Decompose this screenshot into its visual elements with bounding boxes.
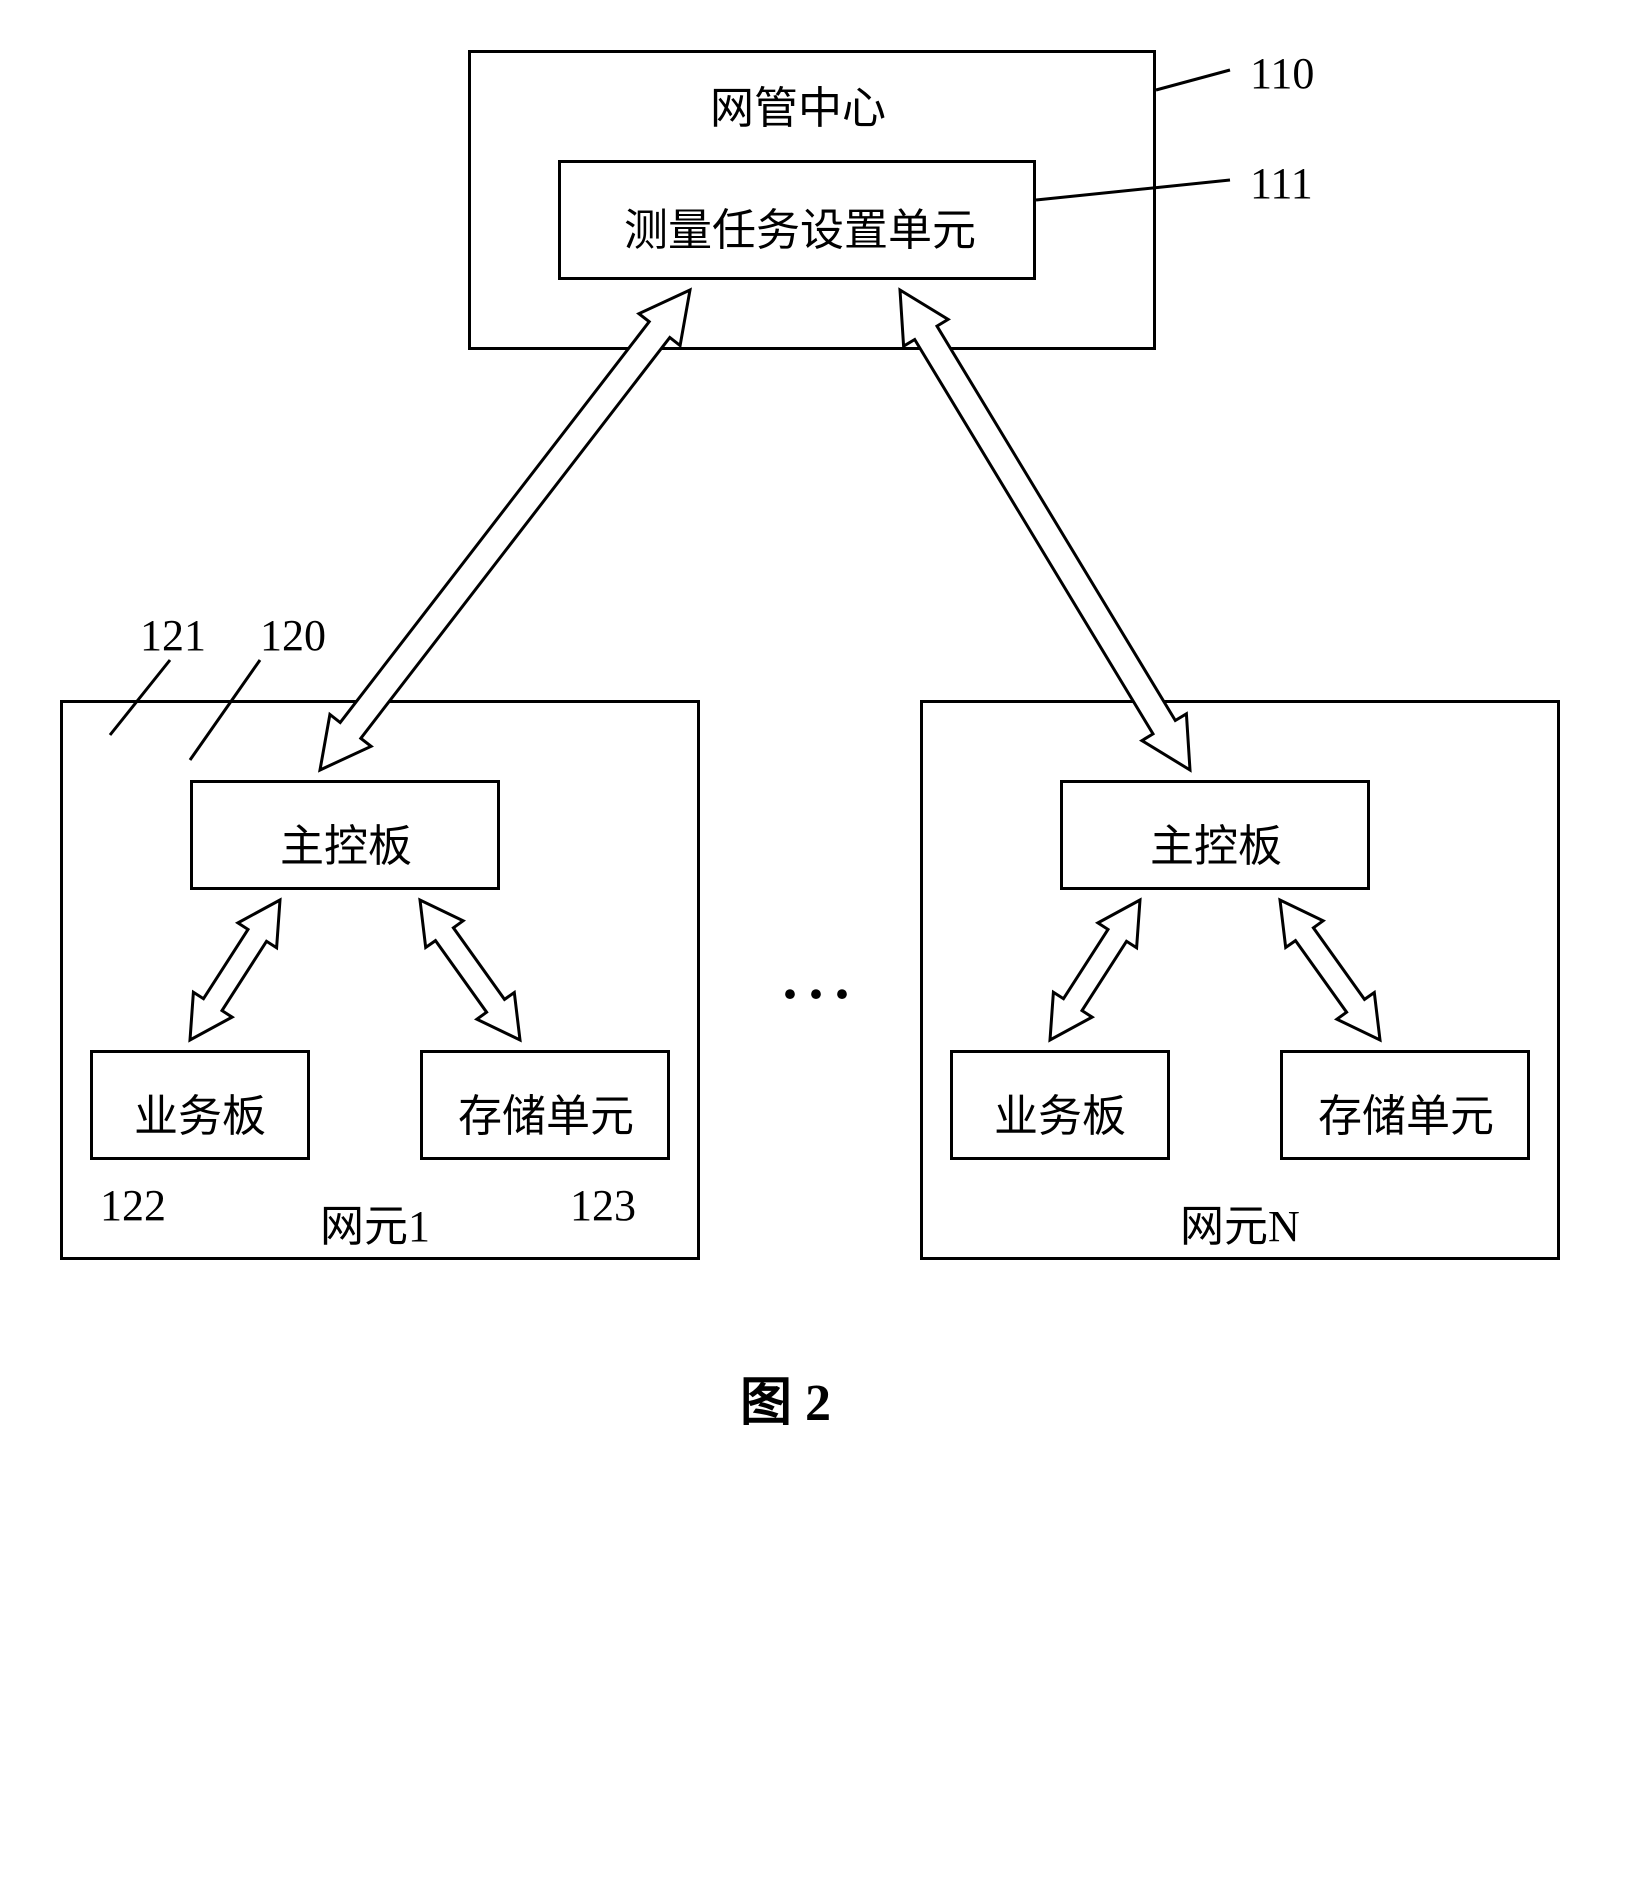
diagram-canvas: 网管中心 测量任务设置单元 110 111 主控板 业务板 存储单元 网元1 1… [0,0,1632,1877]
nms-title: 网管中心 [710,72,886,136]
neN-svc-label: 业务板 [994,1080,1126,1144]
ref-111: 111 [1250,158,1313,209]
ne1-stor-label: 存储单元 [458,1080,634,1144]
ref-121: 121 [140,610,206,661]
ref-110: 110 [1250,48,1314,99]
neN-main-label: 主控板 [1150,810,1282,874]
neN-title: 网元N [1180,1190,1300,1254]
ne1-main-label: 主控板 [280,810,412,874]
ref-120: 120 [260,610,326,661]
neN-stor-label: 存储单元 [1318,1080,1494,1144]
ne1-svc-label: 业务板 [134,1080,266,1144]
ne1-title: 网元1 [320,1190,430,1254]
figure-caption: 图 2 [740,1360,831,1435]
ref-122: 122 [100,1180,166,1231]
ref-123: 123 [570,1180,636,1231]
nms-unit-label: 测量任务设置单元 [624,194,976,258]
ellipsis: ··· [780,960,858,1029]
